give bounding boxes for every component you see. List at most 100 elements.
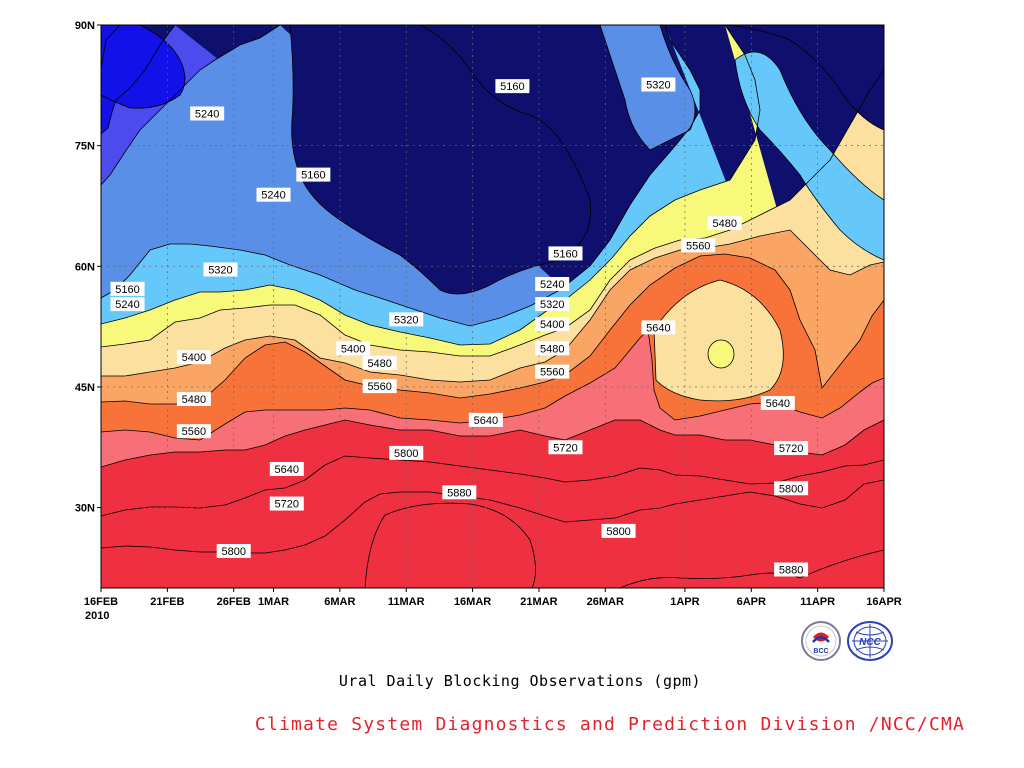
svg-text:BCC: BCC xyxy=(813,648,828,655)
contour-label-box xyxy=(176,350,211,365)
contour-label-text: 5240 xyxy=(115,299,139,311)
contour-label-text: 5640 xyxy=(474,415,498,427)
contour-label-box xyxy=(296,167,331,182)
contour-label: 5560 xyxy=(362,379,397,394)
contour-label: 5640 xyxy=(760,396,795,411)
contour-label: 5320 xyxy=(641,77,676,92)
contour-label-text: 5560 xyxy=(367,381,391,393)
contour-band xyxy=(101,25,185,109)
contour-label: 5720 xyxy=(269,496,304,511)
contour-line xyxy=(101,25,761,346)
x-tick-label: 21MAR xyxy=(520,596,557,608)
contour-label: 5880 xyxy=(442,485,477,500)
contour-line xyxy=(101,419,884,468)
contour-label: 5400 xyxy=(535,317,570,332)
x-tick-label: 6APR xyxy=(737,596,766,608)
contour-label-text: 5880 xyxy=(779,565,803,577)
x-tick-label: 1APR xyxy=(670,596,699,608)
contour-label-box xyxy=(535,317,570,332)
y-tick-label: 30N xyxy=(75,503,95,515)
contour-label-box xyxy=(774,562,809,577)
contour-label-text: 5800 xyxy=(221,546,245,558)
contour-label: 5400 xyxy=(176,350,211,365)
contour-label: 5640 xyxy=(269,461,304,476)
y-axis-ticks: 90N 75N 60N 45N 30N xyxy=(75,20,101,515)
contour-label-text: 5480 xyxy=(540,343,564,355)
contour-label: 5320 xyxy=(535,297,570,312)
contour-label: 5480 xyxy=(176,391,211,406)
contour-label-box xyxy=(641,77,676,92)
contour-label-box xyxy=(495,79,530,94)
contour-label: 5800 xyxy=(389,445,424,460)
contour-band xyxy=(290,25,591,294)
contour-line xyxy=(707,339,735,369)
contour-label: 5160 xyxy=(296,167,331,182)
contour-label-box xyxy=(269,461,304,476)
contour-label-box xyxy=(442,485,477,500)
contour-label: 5720 xyxy=(548,440,583,455)
contour-line xyxy=(101,25,186,109)
contour-label-text: 5320 xyxy=(646,80,670,92)
contour-line xyxy=(101,25,281,186)
contour-line xyxy=(101,253,884,405)
x-tick-label: 26MAR xyxy=(587,596,624,608)
contour-label-text: 5160 xyxy=(553,248,577,260)
contour-label: 5160 xyxy=(548,246,583,261)
contour-label-box xyxy=(256,187,291,202)
contour-label-box xyxy=(389,312,424,327)
contour-label: 5240 xyxy=(190,106,225,121)
contour-line xyxy=(101,25,121,69)
contour-label-box xyxy=(548,440,583,455)
y-tick-label: 75N xyxy=(75,141,95,153)
contour-label-text: 5720 xyxy=(553,442,577,454)
x-tick-label: 11APR xyxy=(800,596,835,608)
contour-label: 5640 xyxy=(468,412,503,427)
contour-label-text: 5560 xyxy=(686,240,710,252)
contour-label-box xyxy=(641,320,676,335)
contour-label: 5640 xyxy=(641,320,676,335)
contour-label: 5880 xyxy=(774,562,809,577)
x-tick-label: 21FEB xyxy=(150,596,184,608)
contour-label-text: 5160 xyxy=(115,284,139,296)
y-tick-label: 90N xyxy=(75,20,95,32)
contour-line xyxy=(599,25,696,151)
contour-label-box xyxy=(203,262,238,277)
contour-label-text: 5800 xyxy=(606,526,630,538)
contour-label-text: 5160 xyxy=(500,81,524,93)
contour-label: 5800 xyxy=(216,544,251,559)
x-tick-label: 11MAR xyxy=(388,596,425,608)
ncc-logo: NCC xyxy=(847,621,893,661)
contour-label-text: 5400 xyxy=(341,343,365,355)
contour-line xyxy=(619,549,884,588)
contour-label-box xyxy=(774,481,809,496)
contour-label: 5800 xyxy=(601,523,636,538)
y-tick-label: 60N xyxy=(75,261,95,273)
contour-label-text: 5800 xyxy=(394,448,418,460)
contour-label-text: 5640 xyxy=(766,398,790,410)
contour-label: 5240 xyxy=(256,187,291,202)
chart-title: Ural Daily Blocking Observations (gpm) xyxy=(338,672,702,690)
contour-label-box xyxy=(535,276,570,291)
x-tick-label: 1MAR xyxy=(258,596,289,608)
contour-label-text: 5480 xyxy=(367,358,391,370)
contour-lines xyxy=(101,25,884,588)
contour-label: 5480 xyxy=(362,355,397,370)
contour-label: 5160 xyxy=(110,281,145,296)
contour-label-box xyxy=(601,523,636,538)
contour-label: 5320 xyxy=(203,262,238,277)
contour-label-box xyxy=(190,106,225,121)
x-tick-label: 16APR xyxy=(866,596,902,608)
contour-label-box xyxy=(681,238,716,253)
contour-label: 5720 xyxy=(774,441,809,456)
credit-line: Climate System Diagnostics and Predictio… xyxy=(254,714,966,735)
contour-labels: 5160 5320 5240 5160 5240 5480 5560 5160 5320 5240… xyxy=(110,77,809,577)
contour-label-box xyxy=(535,341,570,356)
contour-label-text: 5480 xyxy=(182,394,206,406)
contour-label-box xyxy=(389,445,424,460)
contour-label-text: 5560 xyxy=(540,367,564,379)
contour-label-box xyxy=(269,496,304,511)
contour-label-box xyxy=(774,441,809,456)
contour-label-box xyxy=(110,297,145,312)
x-axis-year-label: 2010 xyxy=(85,610,109,622)
contour-band xyxy=(725,25,884,130)
